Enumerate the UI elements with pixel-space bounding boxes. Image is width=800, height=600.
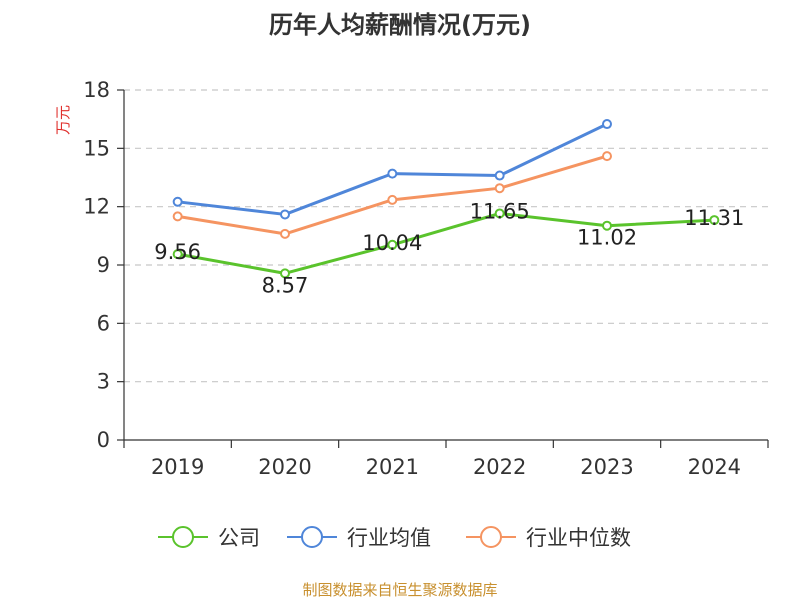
- y-tick-label: 9: [97, 253, 110, 277]
- data-point[interactable]: [387, 194, 398, 205]
- data-point[interactable]: [709, 215, 720, 226]
- series-2: [172, 151, 612, 239]
- legend-marker: [480, 526, 502, 548]
- data-point[interactable]: [494, 208, 505, 219]
- legend-marker: [172, 526, 194, 548]
- x-tick-label: 2019: [151, 455, 204, 479]
- series-0: [172, 208, 720, 279]
- data-point[interactable]: [494, 170, 505, 181]
- y-tick-label: 15: [83, 136, 110, 160]
- data-point[interactable]: [172, 196, 183, 207]
- data-point[interactable]: [280, 228, 290, 239]
- data-labels: 9.56 8.57 10.04 11.65 11.02 11.31: [154, 199, 744, 297]
- data-point[interactable]: [280, 268, 290, 279]
- legend[interactable]: 公司 行业均值 行业中位数: [158, 526, 631, 550]
- legend-marker: [301, 526, 323, 548]
- legend-label: 行业均值: [347, 526, 431, 550]
- chart-title: 历年人均薪酬情况(万元): [269, 11, 531, 39]
- legend-label: 公司: [218, 526, 260, 550]
- x-tick-label: 2024: [688, 455, 741, 479]
- data-point[interactable]: [280, 209, 290, 220]
- series-1: [172, 119, 612, 220]
- data-label: 11.31: [684, 206, 744, 230]
- series-line: [177, 211, 715, 275]
- data-point[interactable]: [602, 119, 612, 130]
- x-tick-label: 2021: [366, 455, 419, 479]
- legend-item[interactable]: 行业中位数: [466, 526, 631, 550]
- x-tick-label: 2022: [473, 455, 526, 479]
- x-tick-label: 2023: [580, 455, 633, 479]
- legend-item[interactable]: 行业均值: [287, 526, 431, 550]
- y-tick-label: 3: [97, 370, 110, 394]
- data-point[interactable]: [387, 168, 398, 179]
- y-tick-label: 12: [83, 195, 110, 219]
- series: [172, 119, 720, 279]
- y-tick-label: 6: [97, 311, 110, 335]
- legend-label: 行业中位数: [526, 526, 631, 550]
- data-point[interactable]: [602, 151, 612, 162]
- data-label: 10.04: [362, 231, 422, 255]
- data-point[interactable]: [387, 239, 398, 250]
- axes: 0 3 6 9 12 15 18 2019 2020 2021 2022 2023 2024: [83, 78, 769, 479]
- source-note: 制图数据来自恒生聚源数据库: [302, 581, 497, 599]
- legend-item[interactable]: 公司: [158, 526, 260, 550]
- y-tick-label: 0: [97, 428, 110, 452]
- y-axis-label: 万元: [54, 105, 72, 135]
- data-point[interactable]: [494, 183, 505, 194]
- data-label: 11.65: [470, 199, 530, 223]
- grid: [124, 89, 768, 383]
- data-label: 9.56: [154, 240, 201, 264]
- x-tick-label: 2020: [258, 455, 311, 479]
- data-point[interactable]: [172, 249, 183, 260]
- data-label: 8.57: [262, 273, 309, 297]
- data-point[interactable]: [602, 220, 612, 231]
- data-point[interactable]: [172, 211, 183, 222]
- data-label: 11.02: [577, 226, 637, 250]
- y-tick-label: 18: [83, 78, 110, 102]
